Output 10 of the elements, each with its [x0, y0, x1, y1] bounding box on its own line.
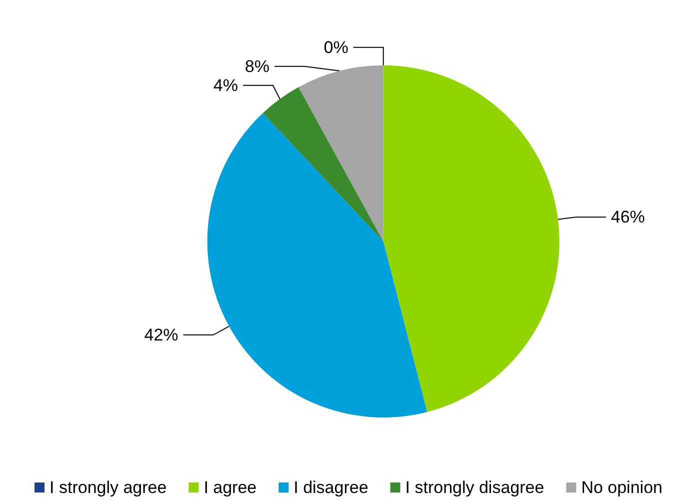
- legend-label: No opinion: [581, 478, 662, 497]
- legend-label: I agree: [204, 478, 257, 497]
- data-label: 8%: [244, 56, 270, 76]
- data-label: 46%: [610, 208, 645, 227]
- data-label: 42%: [144, 325, 178, 344]
- legend-label: I disagree: [294, 478, 368, 497]
- legend-label: I strongly agree: [50, 478, 167, 497]
- text: 0%: [324, 38, 348, 57]
- legend-label: I strongly disagree: [405, 478, 544, 497]
- data-label: 4%: [213, 76, 238, 95]
